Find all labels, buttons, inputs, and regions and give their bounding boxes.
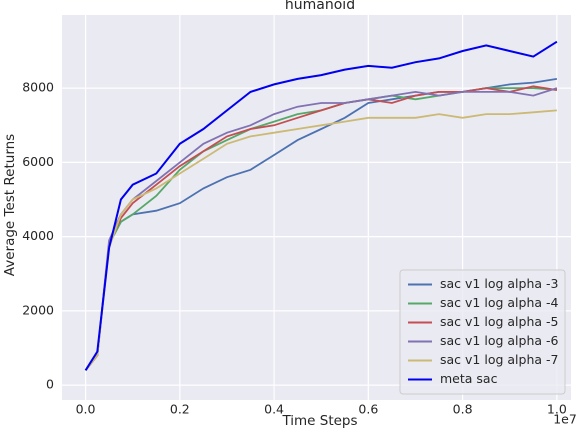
x-tick-label: 0.4	[264, 402, 284, 417]
legend-label: sac v1 log alpha -3	[440, 276, 558, 291]
y-tick-label: 0	[46, 377, 54, 392]
legend-label: meta sac	[440, 371, 498, 386]
legend-label: sac v1 log alpha -5	[440, 314, 558, 329]
chart-title: humanoid	[285, 0, 355, 13]
x-tick-label: 0.0	[76, 402, 96, 417]
series-line	[84, 85, 558, 371]
y-tick-label: 4000	[22, 228, 54, 243]
y-tick-label: 6000	[22, 154, 54, 169]
x-tick-label: 0.6	[358, 402, 378, 417]
x-tick-label: 1.0	[547, 402, 567, 417]
x-axis-label: Time Steps	[281, 413, 357, 429]
legend-label: sac v1 log alpha -6	[440, 333, 559, 348]
x-tick-label: 0.2	[170, 402, 190, 417]
legend-box	[399, 269, 566, 395]
series-line	[84, 40, 558, 371]
x-tick-label: 0.8	[453, 402, 473, 417]
y-axis-label: Average Test Returns	[2, 134, 18, 276]
y-tick-label: 8000	[22, 80, 54, 95]
legend: sac v1 log alpha -3 sac v1 log alpha -4 sa…	[399, 269, 566, 395]
legend-label: sac v1 log alpha -4	[440, 295, 559, 310]
series-line	[84, 109, 557, 371]
y-tick-label: 2000	[22, 302, 54, 317]
x-offset-label: 1e7	[553, 412, 577, 427]
legend-label: sac v1 log alpha -7	[440, 352, 558, 367]
